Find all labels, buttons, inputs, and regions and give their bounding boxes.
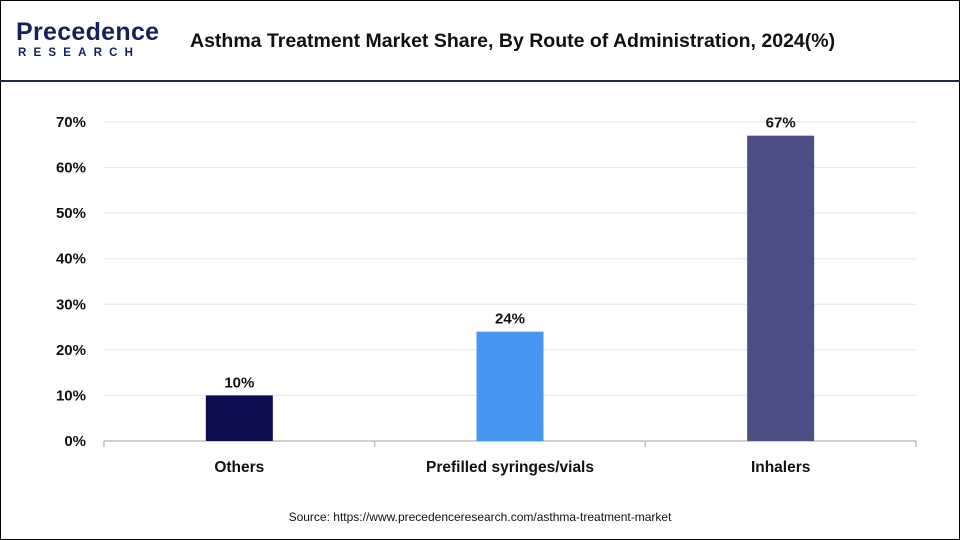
x-category-label: Prefilled syringes/vials	[426, 459, 594, 476]
bar-others	[205, 395, 273, 441]
y-tick-label: 50%	[56, 205, 86, 222]
chart-title: Asthma Treatment Market Share, By Route …	[190, 30, 836, 52]
x-category-label: Inhalers	[751, 459, 810, 476]
y-tick-label: 40%	[56, 251, 86, 268]
bar-chart: 0% 10% 20% 30% 40% 50% 60% 70% 10% Others 24% Prefi…	[56, 114, 917, 476]
data-label: 10%	[224, 374, 254, 391]
data-label: 24%	[495, 311, 525, 328]
bar-prefilled-syringes-vials	[476, 331, 544, 441]
data-label: 67%	[766, 115, 796, 132]
x-category-label: Others	[214, 459, 264, 476]
brand-name: Precedence	[16, 18, 160, 46]
bar-inhalers	[747, 135, 815, 441]
source-note: Source: https://www.precedenceresearch.c…	[288, 510, 672, 524]
y-tick-label: 0%	[64, 433, 86, 450]
brand-tagline: RESEARCH	[18, 47, 141, 59]
brand-logo: Precedence RESEARCH	[16, 18, 166, 64]
y-tick-label: 10%	[56, 387, 86, 404]
y-tick-label: 70%	[56, 114, 86, 131]
y-tick-label: 30%	[56, 296, 86, 313]
y-tick-label: 20%	[56, 342, 86, 359]
header: Precedence RESEARCH Asthma Treatment Mar…	[0, 0, 960, 82]
y-tick-label: 60%	[56, 160, 86, 177]
